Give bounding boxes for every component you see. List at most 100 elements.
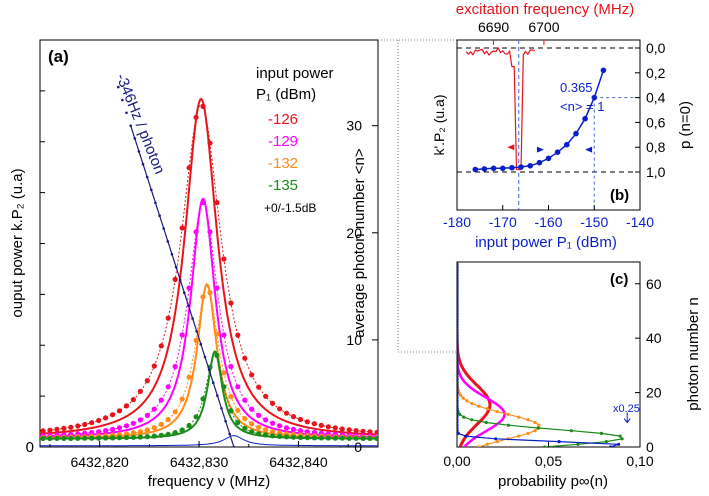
legend-note: +0/-1.5dB bbox=[264, 201, 316, 215]
data-point--126 bbox=[360, 428, 366, 434]
panel-b-y2label: p (n=0) bbox=[677, 101, 694, 149]
slope-point bbox=[154, 201, 157, 205]
distribution-point--126 bbox=[463, 437, 466, 440]
data-point--129 bbox=[103, 428, 109, 434]
distribution-point-vacuum bbox=[457, 290, 459, 294]
data-point--129 bbox=[207, 229, 213, 235]
blue-power-point bbox=[582, 115, 588, 122]
distribution-point--132 bbox=[533, 420, 537, 425]
data-point--129 bbox=[290, 426, 297, 432]
distribution-point-vacuum bbox=[457, 366, 459, 370]
panel-a-xtick-label: 6432,820 bbox=[70, 454, 129, 470]
data-point--132 bbox=[228, 394, 234, 400]
panel-c-y2tick-label: 20 bbox=[646, 385, 662, 401]
data-point--135 bbox=[339, 435, 345, 441]
data-point--135 bbox=[144, 434, 150, 440]
distribution-point--135 bbox=[484, 420, 488, 425]
data-point--132 bbox=[242, 416, 248, 422]
distribution-point--135 bbox=[620, 437, 624, 441]
slope-point bbox=[178, 278, 182, 282]
data-point--126 bbox=[186, 165, 192, 171]
data-point--129 bbox=[263, 417, 269, 423]
distribution-point-vacuum bbox=[457, 301, 459, 305]
data-trace--132 bbox=[40, 286, 378, 439]
distribution-point-vacuum bbox=[457, 426, 459, 430]
data-point--129 bbox=[235, 384, 241, 390]
distribution-point-vacuum bbox=[457, 361, 459, 365]
distribution-point-vacuum bbox=[457, 331, 459, 335]
distribution-point--135 bbox=[543, 445, 547, 447]
distribution-point-vacuum bbox=[457, 317, 459, 321]
panel-a-ytick-0: 0 bbox=[26, 439, 34, 456]
data-point--129 bbox=[228, 363, 234, 370]
panel-a-y2tick-label: 10 bbox=[346, 332, 362, 348]
panel-a-y2label: average photon number <n> bbox=[351, 148, 368, 338]
slope-point bbox=[162, 227, 165, 230]
panel-a-xticks: 6432,820 6432,830 6432,840 bbox=[49, 441, 349, 470]
data-point--135 bbox=[360, 435, 366, 441]
data-point--135 bbox=[137, 434, 143, 440]
distribution-point--129 bbox=[498, 421, 501, 424]
blue-power-point bbox=[500, 165, 506, 172]
data-point--126 bbox=[144, 378, 150, 384]
data-point--135 bbox=[75, 435, 81, 441]
red-spectrum-line bbox=[465, 46, 536, 171]
data-point--135 bbox=[54, 435, 60, 441]
panel-c: (c) x0.25 0,00 0,05 0,10 0 20 40 60 probabili… bbox=[443, 261, 702, 490]
distribution-point-vacuum bbox=[457, 312, 459, 316]
data-point--129 bbox=[137, 417, 143, 423]
distribution-point--129 bbox=[476, 391, 479, 394]
distribution-point--126 bbox=[486, 410, 490, 413]
distribution-point--126 bbox=[485, 394, 488, 397]
data-point--129 bbox=[130, 420, 136, 426]
distribution-point--135 bbox=[462, 415, 466, 419]
distribution-point--126 bbox=[488, 405, 492, 408]
panel-c-scale-note: x0.25 bbox=[613, 403, 640, 415]
data-point--135 bbox=[367, 435, 373, 441]
data-point--132 bbox=[151, 425, 157, 431]
data-point--126 bbox=[228, 300, 234, 306]
blue-arrow-right-icon bbox=[585, 146, 593, 153]
data-point--135 bbox=[235, 419, 241, 426]
data-point--126 bbox=[193, 114, 199, 120]
panel-b-frame bbox=[456, 39, 641, 211]
data-point--132 bbox=[179, 396, 185, 402]
distribution-point--132 bbox=[477, 404, 481, 408]
distribution-point--126 bbox=[480, 388, 483, 392]
data-point--135 bbox=[228, 408, 234, 414]
data-point--126 bbox=[75, 423, 81, 429]
distribution-point--135 bbox=[470, 418, 474, 422]
distribution-point-vacuum bbox=[457, 420, 459, 425]
distribution-point-vacuum bbox=[457, 429, 459, 433]
blue-arrow-left-icon bbox=[536, 146, 544, 153]
panel-b-xtick-label: -170 bbox=[489, 214, 517, 230]
panel-a-frame bbox=[39, 39, 379, 448]
data-point--135 bbox=[179, 427, 185, 433]
distribution-point--126 bbox=[469, 429, 472, 432]
blue-power-point bbox=[573, 130, 579, 137]
data-point--126 bbox=[249, 372, 255, 378]
slope-point bbox=[211, 381, 215, 385]
panel-b-toptick-label: 6690 bbox=[478, 19, 509, 35]
data-point--126 bbox=[256, 384, 262, 390]
data-point--129 bbox=[165, 384, 171, 390]
panel-c-frame bbox=[456, 261, 641, 448]
distribution-point-vacuum bbox=[457, 415, 459, 419]
distribution-point-vacuum bbox=[457, 325, 459, 329]
data-point--126 bbox=[242, 355, 248, 361]
slope-point bbox=[150, 188, 153, 192]
data-point--126 bbox=[304, 419, 310, 425]
blue-power-point bbox=[554, 149, 561, 155]
panel-b-y2tick-label: 0,6 bbox=[646, 114, 666, 130]
data-point--126 bbox=[116, 408, 123, 414]
slope-point bbox=[125, 111, 128, 115]
distribution-point--126 bbox=[459, 445, 462, 447]
data-point--129 bbox=[256, 412, 262, 418]
panel-b-y2tick-label: 0,0 bbox=[646, 40, 666, 56]
data-point--129 bbox=[151, 406, 157, 412]
panel-c-content bbox=[457, 262, 631, 447]
data-point--135 bbox=[130, 434, 136, 440]
data-point--126 bbox=[82, 421, 88, 428]
distribution-point-vacuum bbox=[457, 396, 459, 400]
slope-point bbox=[133, 137, 137, 140]
